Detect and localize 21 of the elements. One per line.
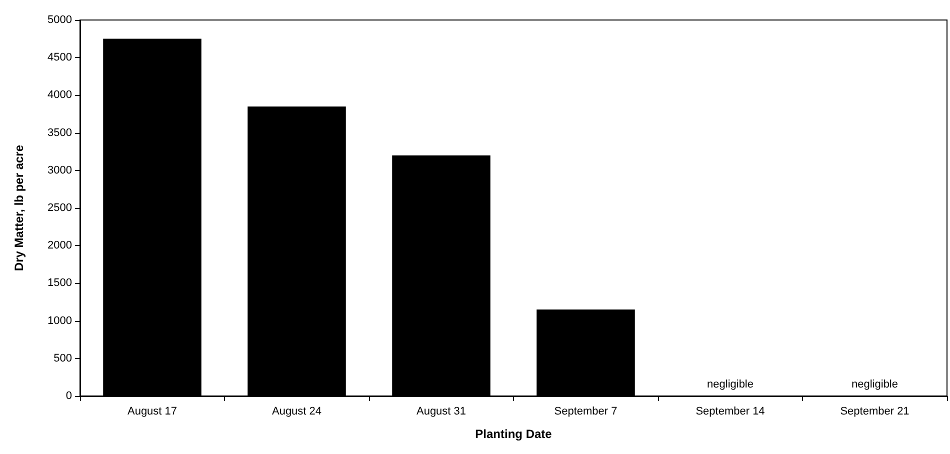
annotation: negligible — [852, 378, 898, 390]
x-tick-label: September 7 — [554, 406, 618, 418]
y-tick-label: 5000 — [48, 14, 72, 26]
y-tick-label: 500 — [54, 352, 72, 364]
x-axis-title: Planting Date — [475, 427, 552, 441]
y-tick-label: 1500 — [48, 277, 72, 290]
y-tick-label: 1000 — [48, 314, 72, 327]
x-tick-label: August 24 — [272, 406, 322, 418]
y-tick-label: 4500 — [48, 52, 72, 64]
y-axis-title: Dry Matter, lb per acre — [12, 144, 26, 272]
x-tick-label: August 31 — [416, 406, 466, 418]
x-tick-label: August 17 — [127, 406, 178, 418]
y-tick-label: 0 — [66, 390, 72, 402]
x-tick-label: September 21 — [840, 406, 910, 418]
y-tick-label: 2000 — [48, 240, 72, 252]
y-tick-label: 3500 — [48, 126, 72, 139]
y-tick-label: 3000 — [48, 164, 72, 176]
x-tick-label: September 14 — [696, 406, 765, 418]
y-tick-label: 2500 — [48, 202, 72, 214]
y-tick-label: 4000 — [48, 89, 72, 102]
annotation: negligible — [707, 378, 754, 390]
